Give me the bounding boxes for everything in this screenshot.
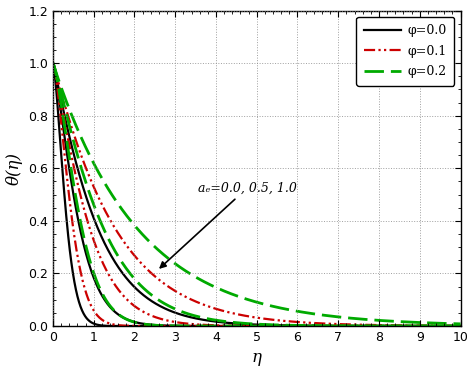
X-axis label: η: η	[252, 349, 262, 366]
Text: aₑ=0.0, 0.5, 1.0: aₑ=0.0, 0.5, 1.0	[160, 182, 297, 268]
Y-axis label: θ(η): θ(η)	[6, 152, 23, 185]
Legend: φ=0.0, φ=0.1, φ=0.2: φ=0.0, φ=0.1, φ=0.2	[356, 17, 454, 86]
